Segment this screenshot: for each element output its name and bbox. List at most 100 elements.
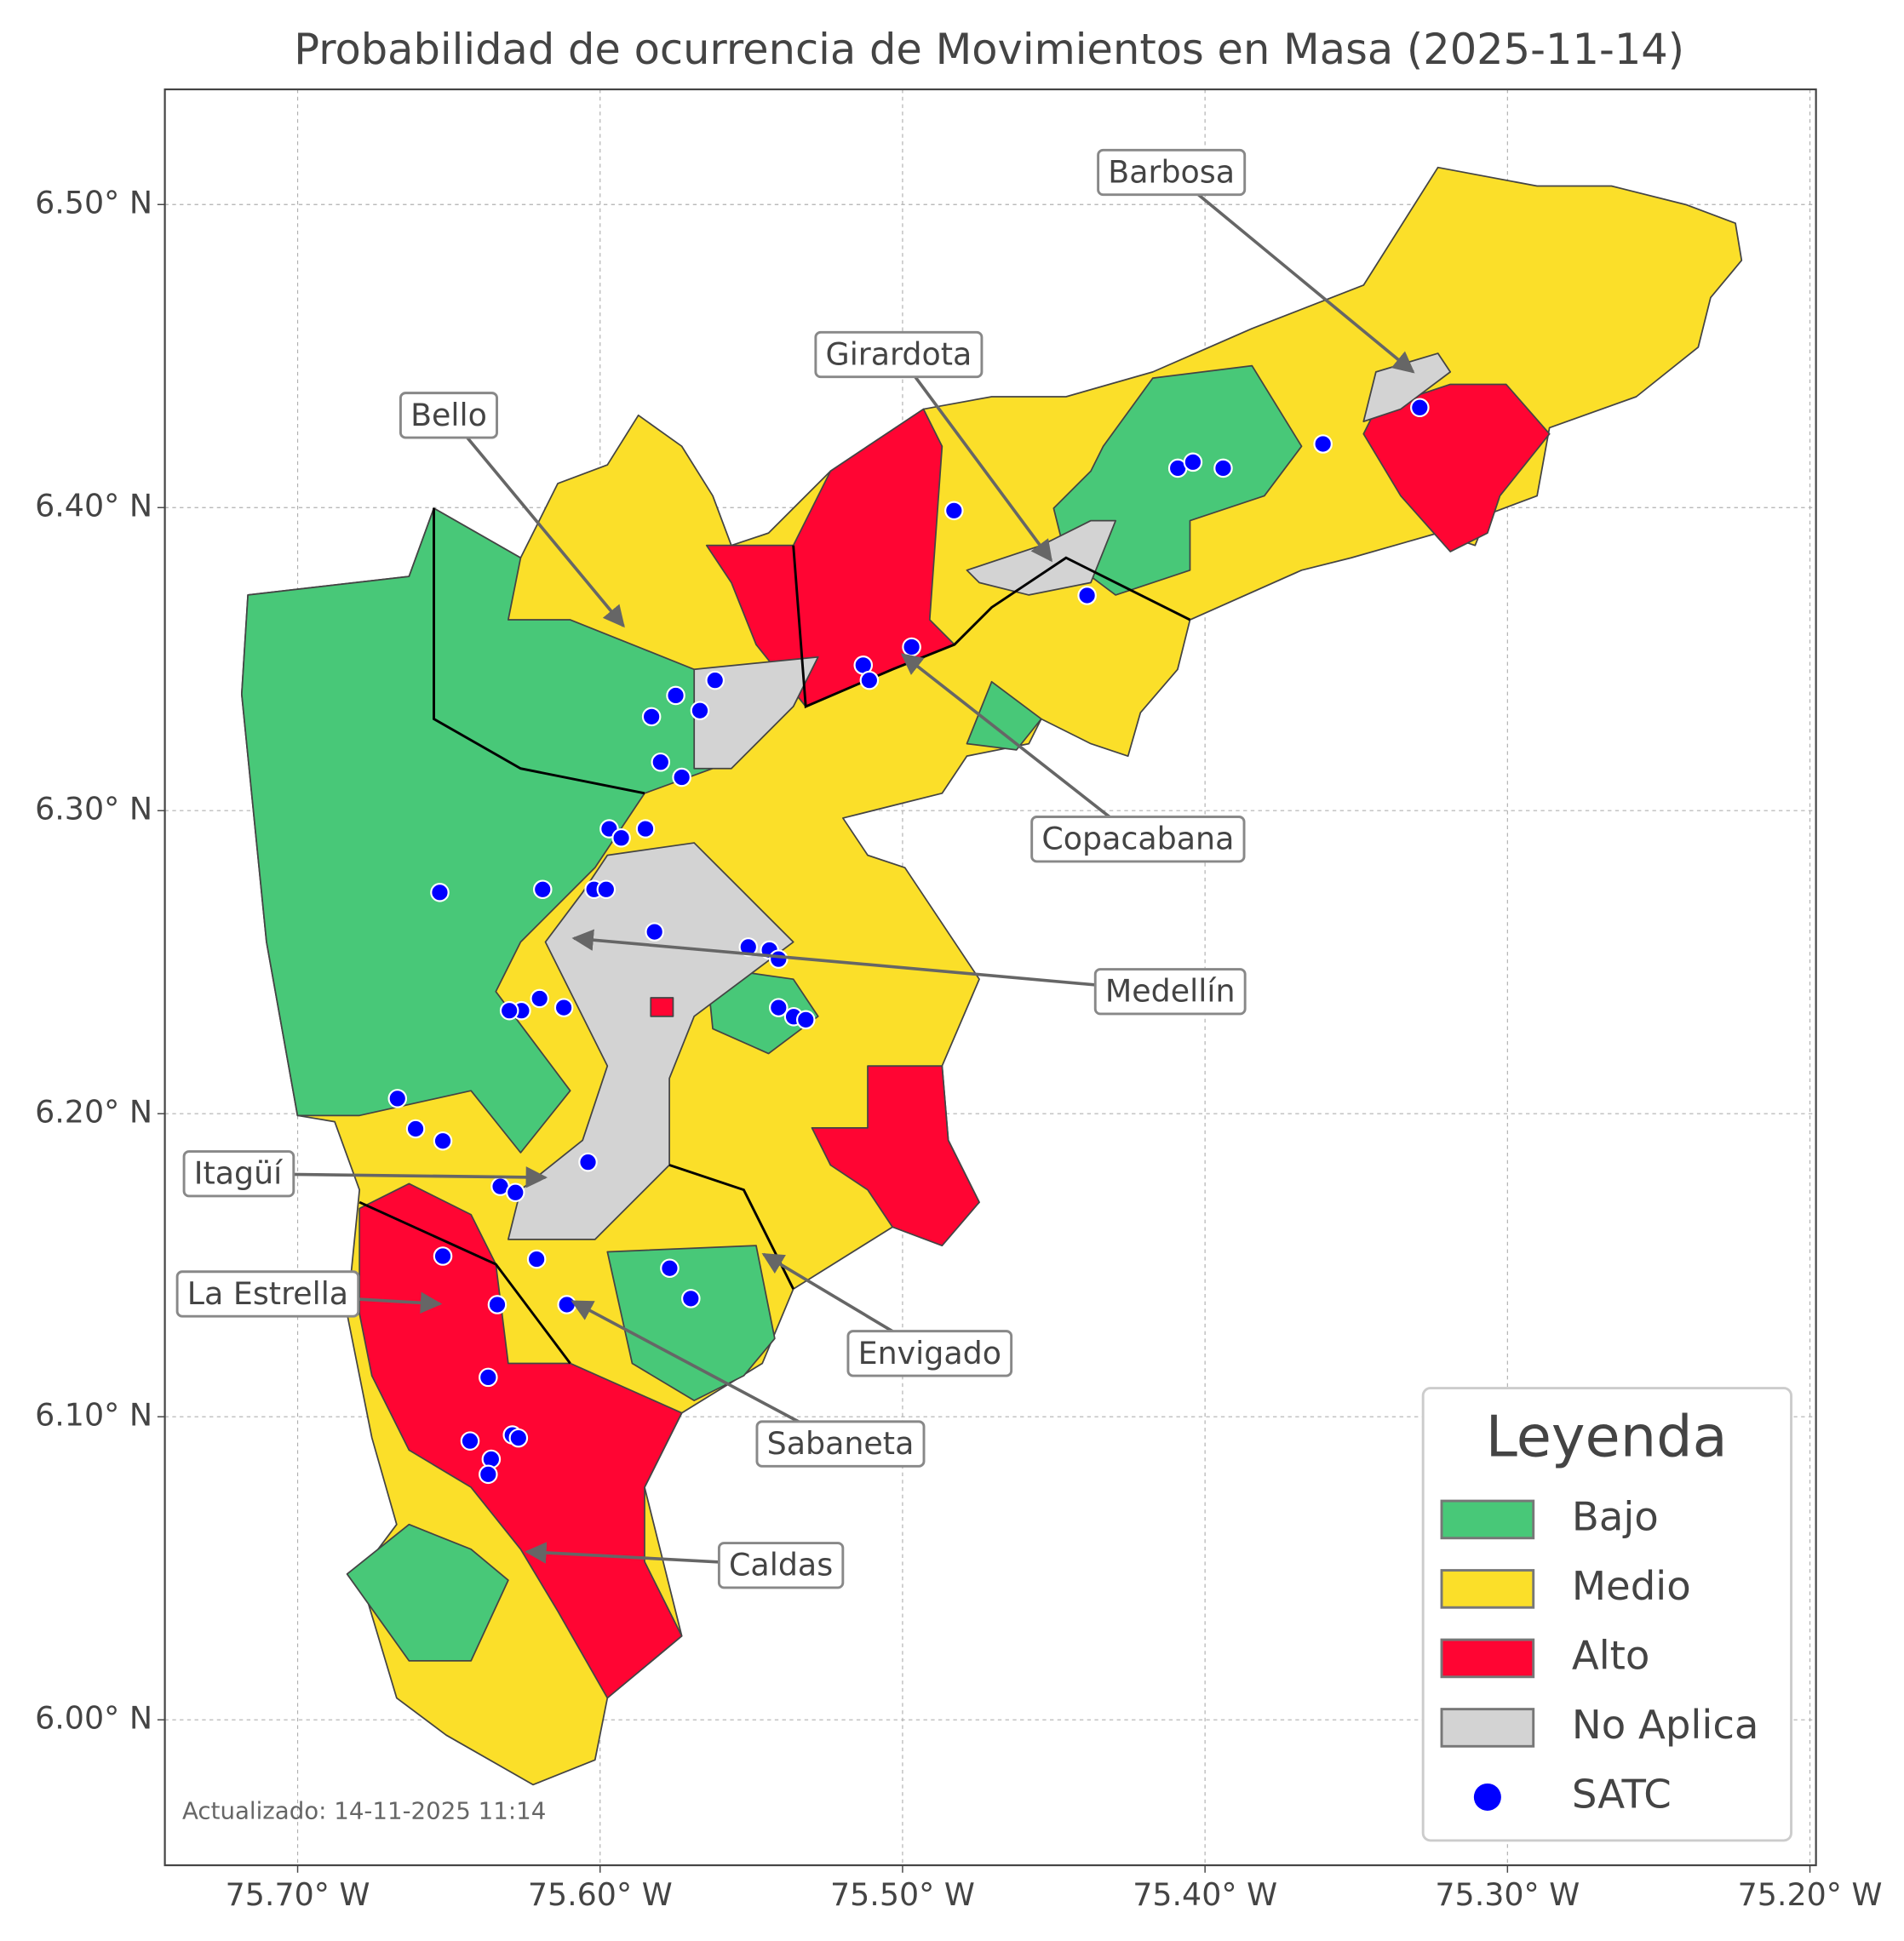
satc-point: [666, 685, 685, 706]
satc-point: [641, 707, 662, 727]
satc-point: [430, 883, 450, 902]
satc-point: [479, 1367, 498, 1388]
satc-point: [530, 988, 549, 1009]
annotation: Bello: [399, 392, 625, 628]
annotation: Copacabana: [900, 653, 1246, 863]
legend-swatch: [1440, 1708, 1535, 1748]
satc-point: [944, 501, 964, 521]
legend: Leyenda Bajo Medio Alto No Aplica SATC: [1421, 1387, 1792, 1842]
satc-point: [690, 701, 710, 721]
satc-point: [795, 1010, 816, 1030]
plot-frame: [163, 88, 1817, 1867]
y-tick-label: 6.40° N: [35, 488, 152, 524]
region-alto: [650, 997, 674, 1017]
annotation-label: Envigado: [858, 1335, 1001, 1371]
satc-point: [596, 879, 617, 900]
annotation-box: [1097, 148, 1247, 197]
annotation: La Estrella: [175, 1270, 443, 1318]
satc-point: [672, 767, 691, 787]
region-bajo: [606, 1245, 776, 1402]
x-tick-label: 75.60° W: [528, 1876, 673, 1913]
legend-swatch: [1440, 1499, 1535, 1540]
region-bajo: [966, 680, 1042, 751]
satc-point: [553, 998, 574, 1017]
region-no-aplica: [693, 656, 819, 770]
y-tick-label: 6.20° N: [35, 1094, 152, 1131]
region-bajo: [240, 507, 714, 1154]
satc-point: [651, 752, 671, 772]
annotation-arrow: [447, 414, 625, 628]
annotation-box: [717, 1542, 845, 1589]
municipal-boundary: [358, 1200, 571, 1365]
y-tick-label: 6.10° N: [35, 1397, 152, 1434]
satc-point: [635, 819, 656, 839]
satc-point: [769, 998, 789, 1017]
region-alto: [705, 408, 955, 707]
satc-point: [557, 1295, 576, 1314]
region-bajo: [346, 1523, 509, 1662]
satc-point: [681, 1289, 701, 1308]
satc-point: [1213, 458, 1233, 478]
annotation-label: Barbosa: [1108, 153, 1235, 190]
x-tick-label: 75.70° W: [226, 1876, 370, 1913]
annotation-label: La Estrella: [187, 1275, 348, 1312]
satc-point: [1077, 586, 1097, 605]
legend-label: Medio: [1572, 1563, 1691, 1609]
annotation-box: [175, 1270, 360, 1318]
municipal-boundary: [433, 508, 645, 795]
legend-label: SATC: [1572, 1771, 1672, 1817]
annotation-box: [755, 1420, 926, 1468]
annotation: Sabaneta: [571, 1300, 926, 1468]
region-alto: [811, 1065, 980, 1247]
satc-point: [645, 922, 664, 942]
annotation-arrow: [571, 929, 1171, 993]
satc-point: [526, 1249, 547, 1269]
satc-point: [460, 1431, 480, 1451]
satc-point: [508, 1428, 529, 1448]
region-bajo: [705, 965, 819, 1055]
annotation: Medellín: [571, 929, 1247, 1016]
satc-point: [433, 1131, 453, 1151]
satc-point: [405, 1119, 426, 1139]
y-tick-label: 6.30° N: [35, 791, 152, 827]
x-tick-label: 75.20° W: [1738, 1876, 1883, 1913]
region-alto: [1362, 383, 1551, 553]
legend-swatch: [1440, 1569, 1535, 1609]
satc-point: [1183, 452, 1203, 472]
annotation-label: Sabaneta: [767, 1425, 915, 1462]
annotation-arrow: [1170, 171, 1415, 374]
annotation-box: [182, 1150, 295, 1198]
satc-point: [433, 1246, 453, 1266]
satc-point: [859, 670, 880, 690]
annotation-label: Itagüí: [194, 1155, 284, 1192]
x-tick-label: 75.40° W: [1133, 1876, 1277, 1913]
x-tick-label: 75.50° W: [830, 1876, 975, 1913]
satc-point: [506, 1182, 525, 1203]
annotation-arrow: [571, 1300, 841, 1446]
satc-point: [738, 937, 759, 957]
region-no-aplica: [1362, 352, 1452, 422]
legend-marker: [1473, 1783, 1501, 1811]
annotation: Caldas: [525, 1542, 845, 1589]
region-bajo: [1052, 364, 1303, 596]
satc-point: [387, 1089, 408, 1108]
satc-point: [499, 1000, 519, 1021]
annotation-label: Medellín: [1105, 973, 1236, 1010]
legend-label: Bajo: [1572, 1493, 1659, 1539]
legend-label: No Aplica: [1572, 1702, 1759, 1748]
satc-point: [660, 1258, 680, 1279]
legend-title: Leyenda: [1486, 1403, 1728, 1469]
annotation: Itagüí: [182, 1150, 548, 1198]
annotation-label: Caldas: [729, 1547, 833, 1583]
satc-point: [479, 1464, 498, 1485]
satc-point: [902, 637, 921, 657]
y-tick-label: 6.00° N: [35, 1700, 152, 1737]
satc-point: [705, 670, 725, 690]
annotation-box: [1093, 968, 1247, 1016]
municipal-boundary: [792, 545, 1191, 709]
satc-point: [532, 879, 553, 900]
satc-point: [1313, 434, 1333, 454]
satc-point: [769, 949, 789, 969]
x-tick-label: 75.30° W: [1435, 1876, 1580, 1913]
